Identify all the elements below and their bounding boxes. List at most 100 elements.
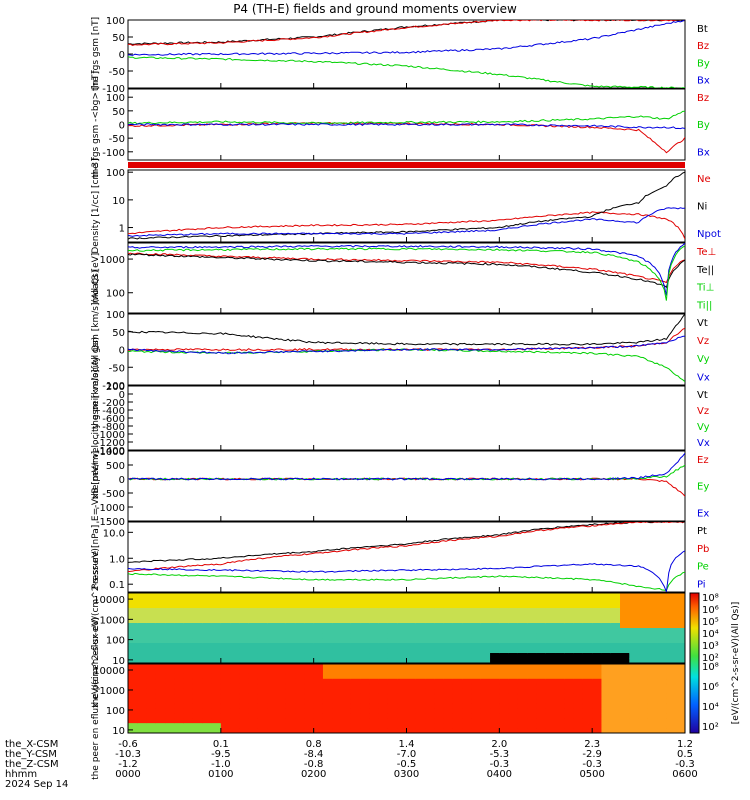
heatmap-cell (471, 608, 482, 614)
heatmap-cell (545, 633, 556, 639)
heatmap-cell (397, 718, 408, 724)
heatmap-cell (276, 688, 287, 695)
heatmap-cell (452, 603, 463, 609)
heatmap-cell (406, 633, 417, 639)
heatmap-cell (369, 688, 380, 695)
heatmap-cell (378, 718, 389, 724)
heatmap-cell (666, 643, 677, 649)
heatmap-cell (155, 703, 166, 709)
heatmap-cell (128, 623, 138, 629)
heatmap-cell (508, 603, 519, 609)
heatmap-cell (322, 598, 333, 604)
heatmap-cell (517, 603, 528, 609)
heatmap-cell (322, 653, 333, 659)
heatmap-cell (128, 608, 138, 614)
heatmap-cell (545, 593, 556, 599)
heatmap-cell (202, 613, 213, 619)
heatmap-cell (230, 618, 240, 624)
heatmap-cell (415, 693, 426, 700)
heatmap-cell (555, 623, 565, 629)
heatmap-cell (508, 718, 519, 724)
heatmap-cell (211, 678, 222, 685)
heatmap-cell (248, 643, 259, 649)
heatmap-cell (592, 713, 603, 719)
heatmap-cell (137, 688, 148, 695)
heatmap-cell (573, 668, 584, 675)
heatmap-cell (146, 628, 157, 634)
series-Bx (128, 20, 685, 56)
heatmap-cell (378, 728, 389, 733)
heatmap-cell (360, 718, 370, 724)
heatmap-cell (369, 603, 380, 609)
heatmap-cell (573, 608, 584, 614)
heatmap-cell (434, 723, 445, 729)
heatmap-cell (471, 653, 482, 659)
heatmap-cell (415, 713, 426, 719)
heatmap-cell (564, 593, 575, 599)
heatmap-cell (192, 718, 203, 724)
heatmap-cell (183, 638, 194, 644)
heatmap-cell (647, 628, 658, 634)
heatmap-cell (155, 598, 166, 604)
y-tick-label: 0 (119, 121, 125, 132)
heatmap-cell (202, 653, 213, 659)
orbit-value-hhmm: 0500 (579, 769, 604, 780)
heatmap-cell (137, 593, 148, 599)
heatmap-cell (480, 713, 491, 719)
orbit-value-x_csm: 2.3 (584, 739, 600, 750)
heatmap-cell (406, 678, 417, 685)
heatmap-cell (341, 703, 352, 709)
heatmap-cell (564, 723, 575, 729)
heatmap-cell (304, 698, 315, 705)
heatmap-cell (406, 718, 417, 724)
heatmap-cell (360, 598, 370, 604)
heatmap-cell (211, 708, 222, 714)
heatmap-cell (638, 593, 649, 599)
heatmap-cell (146, 603, 157, 609)
heatmap-cell (220, 653, 231, 659)
heatmap-cell (555, 653, 565, 659)
heatmap-cell (675, 653, 685, 659)
heatmap-cell (517, 643, 528, 649)
heatmap-cell (508, 608, 519, 614)
heatmap-cell (555, 683, 565, 690)
heatmap-cell (592, 638, 603, 644)
heatmap-cell (657, 643, 668, 649)
heatmap-cell (657, 664, 668, 670)
heatmap-cell (536, 703, 547, 709)
heatmap-cell (387, 653, 398, 659)
heatmap-cell (128, 693, 138, 700)
heatmap-cell (647, 618, 658, 624)
heatmap-cell (137, 708, 148, 714)
heatmap-cell (360, 723, 370, 729)
heatmap-cell (592, 673, 603, 680)
heatmap-cell (452, 664, 463, 670)
heatmap-cell (360, 703, 370, 709)
heatmap-cell (332, 673, 343, 680)
heatmap-cell (332, 638, 343, 644)
heatmap-cell (555, 593, 565, 599)
y-tick-label: 100 (106, 16, 125, 27)
heatmap-cell (564, 623, 575, 629)
heatmap-cell (350, 683, 361, 690)
heatmap-cell (313, 658, 324, 663)
heatmap-cell (267, 713, 278, 719)
heatmap-cell (350, 603, 361, 609)
heatmap-cell (230, 688, 240, 695)
heatmap-cell (490, 678, 500, 685)
heatmap-cell (165, 613, 176, 619)
heatmap-cell (629, 728, 640, 733)
y-tick-label: 50 (112, 328, 125, 339)
heatmap-cell (564, 643, 575, 649)
heatmap-cell (369, 653, 380, 659)
heatmap-cell (155, 718, 166, 724)
heatmap-cell (620, 698, 630, 705)
heatmap-cell (573, 658, 584, 663)
heatmap-cell (248, 688, 259, 695)
heatmap-cell (341, 718, 352, 724)
heatmap-cell (647, 658, 658, 663)
heatmap-cell (406, 658, 417, 663)
heatmap-cell (202, 664, 213, 670)
heatmap-cell (313, 618, 324, 624)
heatmap-cell (155, 593, 166, 599)
